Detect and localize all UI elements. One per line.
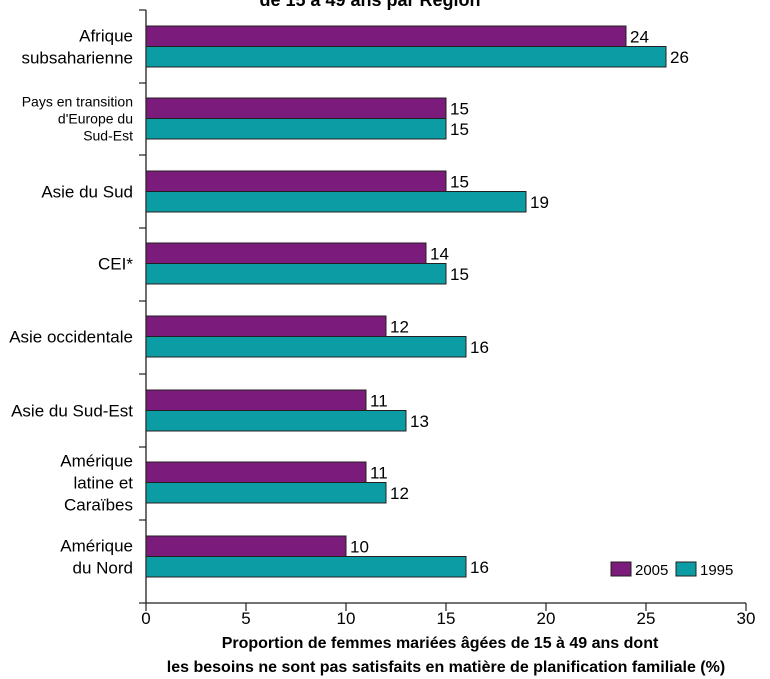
x-tick-label: 5 <box>241 609 250 628</box>
value-label: 11 <box>370 463 388 482</box>
value-label: 15 <box>450 99 469 118</box>
value-label: 19 <box>530 193 549 212</box>
value-label: 16 <box>470 338 489 357</box>
bar-2005 <box>145 389 367 411</box>
bar-2005 <box>145 170 447 192</box>
category-label: Asie du Sud <box>41 183 133 202</box>
category-labels: Afrique subsaharienne Pays en transition d'… <box>9 27 133 578</box>
legend: 2005 1995 <box>610 561 733 579</box>
value-label: 15 <box>450 265 469 284</box>
bar-1995 <box>145 46 667 68</box>
value-label: 15 <box>450 120 469 139</box>
x-tick-label: 30 <box>737 609 756 628</box>
category-label: Afrique subsaharienne <box>21 27 133 68</box>
x-tick-label: 10 <box>337 609 356 628</box>
bar-2005 <box>145 315 387 337</box>
value-label: 13 <box>410 412 429 431</box>
bar-1995 <box>145 556 467 578</box>
x-tick-label: 20 <box>537 609 556 628</box>
bar-1995 <box>145 482 387 504</box>
bar-1995 <box>145 410 407 432</box>
legend-label: 1995 <box>700 562 733 579</box>
bar-1995 <box>145 336 467 358</box>
value-label: 24 <box>630 27 649 46</box>
value-label: 15 <box>450 172 469 191</box>
legend-label: 2005 <box>635 562 668 579</box>
bars <box>145 25 667 578</box>
value-label: 12 <box>390 317 409 336</box>
category-label: Amérique latine et Caraïbes <box>60 452 133 515</box>
x-tick-label: 15 <box>437 609 456 628</box>
value-label: 11 <box>370 391 388 410</box>
category-label: Asie du Sud-Est <box>11 402 133 421</box>
x-axis-label-line: Proportion de femmes mariées âgées de 15… <box>222 635 659 652</box>
legend-swatch-1995 <box>675 561 697 577</box>
bar-2005 <box>145 97 447 119</box>
value-label: 12 <box>390 484 409 503</box>
value-label: 26 <box>670 48 689 67</box>
category-label: Pays en transition d'Europe du Sud-Est <box>22 94 133 144</box>
bar-1995 <box>145 118 447 140</box>
category-label: CEI* <box>98 255 133 274</box>
bar-2005 <box>145 535 347 557</box>
value-label: 16 <box>470 558 489 577</box>
axes: 0 5 10 15 20 25 30 <box>139 9 756 628</box>
chart-title: de 15 à 49 ans par Région <box>259 0 480 10</box>
x-tick-label: 25 <box>637 609 656 628</box>
x-axis-label: Proportion de femmes mariées âgées de 15… <box>167 635 725 676</box>
value-label: 14 <box>430 244 449 263</box>
bar-1995 <box>145 263 447 285</box>
x-tick-label: 0 <box>141 609 150 628</box>
bar-2005 <box>145 242 427 264</box>
x-axis-label-line: les besoins ne sont pas satisfaits en ma… <box>167 659 725 676</box>
value-label: 10 <box>350 537 369 556</box>
category-label: Amérique du Nord <box>60 537 133 578</box>
bar-2005 <box>145 25 627 47</box>
legend-swatch-2005 <box>610 561 632 577</box>
category-label: Asie occidentale <box>9 328 133 347</box>
bar-2005 <box>145 461 367 483</box>
bar-1995 <box>145 191 527 213</box>
